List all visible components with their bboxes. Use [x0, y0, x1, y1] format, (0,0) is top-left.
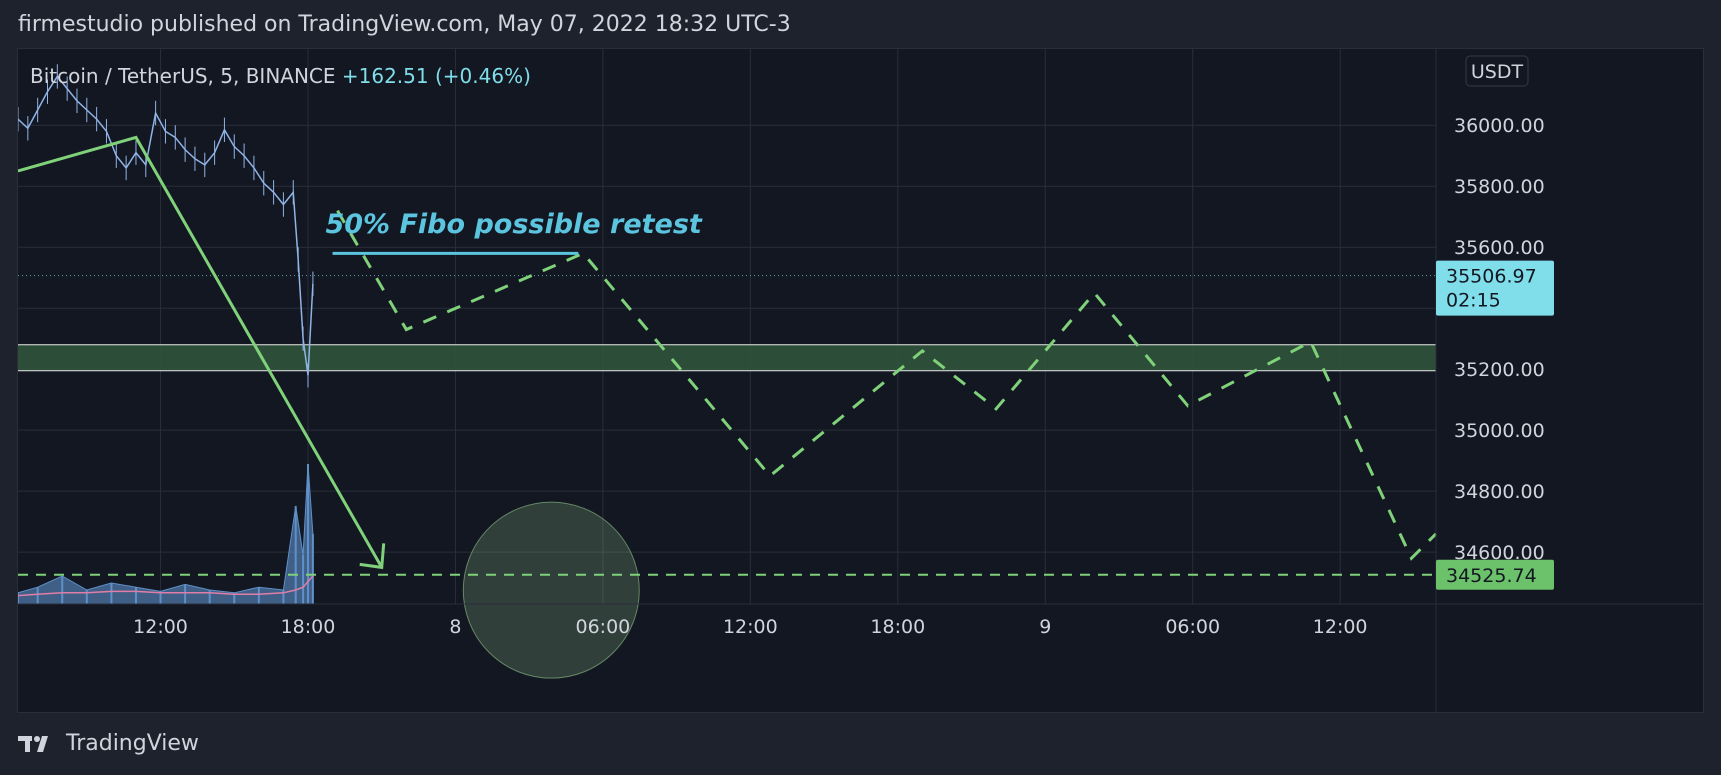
current-price-value: 35506.97 — [1446, 266, 1537, 288]
volume-ma-line — [18, 575, 314, 597]
projection-solid-line — [18, 135, 384, 569]
zone-band — [18, 344, 1436, 371]
y-tick-label-2: 35600.00 — [1454, 237, 1545, 259]
x-tick-label-3: 06:00 — [576, 616, 631, 638]
target-price-value: 34525.74 — [1446, 565, 1537, 587]
x-tick-label-4: 12:00 — [723, 616, 778, 638]
y-tick-label-5: 35000.00 — [1454, 420, 1545, 442]
currency-label: USDT — [1471, 61, 1524, 83]
footer: TradingView — [18, 731, 199, 756]
x-tick-label-1: 18:00 — [281, 616, 336, 638]
annotation-0: 50% Fibo possible retest — [325, 209, 702, 240]
grid — [18, 49, 1436, 604]
price-series — [18, 64, 314, 388]
x-tick-label-2: 8 — [449, 616, 461, 638]
chart-svg[interactable]: 36000.0035800.0035600.0035400.0035200.00… — [18, 49, 1703, 712]
x-tick-label-7: 06:00 — [1165, 616, 1220, 638]
currency-box — [1465, 55, 1529, 87]
chart-area[interactable]: 36000.0035800.0035600.0035400.0035200.00… — [17, 48, 1704, 713]
projection-solid-arrowhead — [359, 543, 386, 570]
text-layer: 50% Fibo possible retest Bitcoin / Tether… — [30, 64, 703, 240]
footer-brand: TradingView — [66, 731, 199, 756]
legend-change: +162.51 (+0.46%) — [342, 64, 531, 88]
y-tick-label-1: 35800.00 — [1454, 176, 1545, 198]
x-tick-label-0: 12:00 — [133, 616, 188, 638]
target-price-tag — [1436, 559, 1554, 590]
x-tick-label-6: 9 — [1039, 616, 1051, 638]
volume-pane — [18, 463, 314, 605]
x-tick-label-8: 12:00 — [1313, 616, 1368, 638]
projection-dashed-line — [336, 209, 1438, 561]
current-price-countdown: 02:15 — [1446, 290, 1501, 312]
y-tick-label-6: 34800.00 — [1454, 481, 1545, 503]
tradingview-logo-icon — [18, 735, 48, 752]
y-tick-label-7: 34600.00 — [1454, 542, 1545, 564]
y-tick-label-0: 36000.00 — [1454, 115, 1545, 137]
legend-symbol: Bitcoin / TetherUS, 5, BINANCE — [30, 64, 342, 88]
axes: 36000.0035800.0035600.0035400.0035200.00… — [18, 49, 1703, 712]
y-tick-label-4: 35200.00 — [1454, 359, 1545, 381]
support-zone — [18, 344, 1436, 372]
current-price-tag — [1436, 260, 1554, 316]
published-line: firmestudio published on TradingView.com… — [18, 12, 791, 37]
x-tick-label-5: 18:00 — [870, 616, 925, 638]
target-circle — [462, 501, 640, 679]
legend: Bitcoin / TetherUS, 5, BINANCE +162.51 (… — [30, 64, 531, 88]
drawings — [18, 135, 1438, 679]
